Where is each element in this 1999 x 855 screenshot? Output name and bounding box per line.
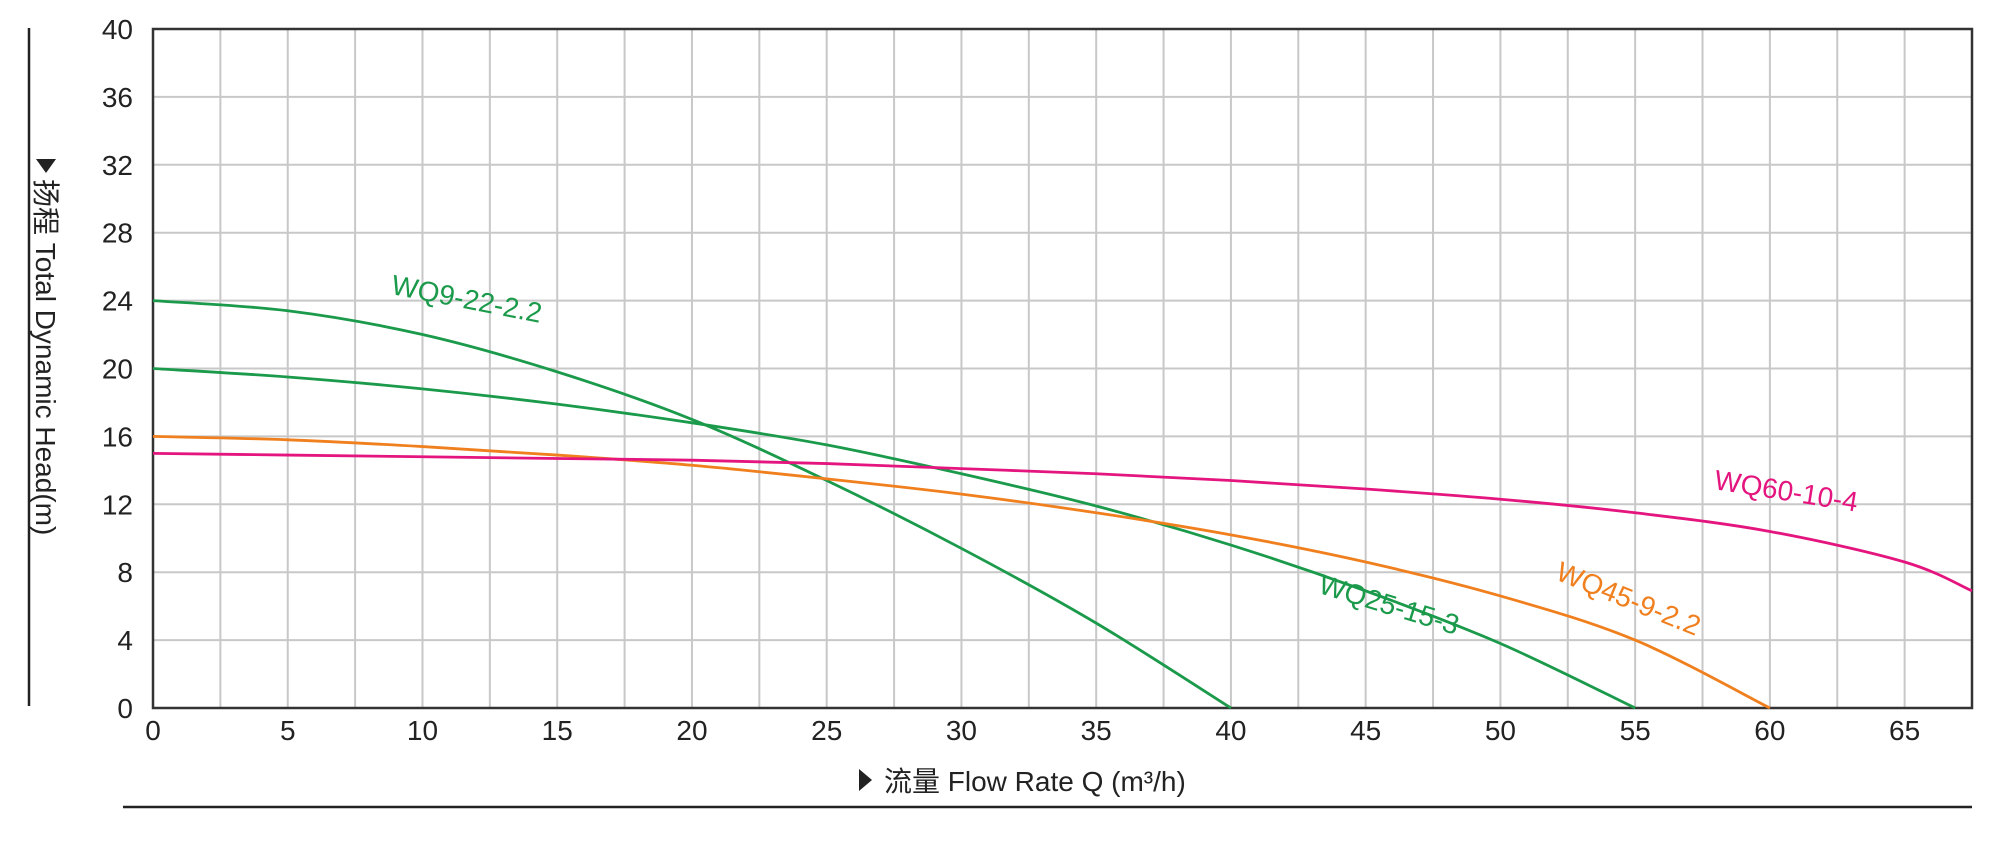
- x-axis-label: 流量 Flow Rate Q (m³/h): [884, 766, 1186, 797]
- y-tick-label: 32: [102, 150, 133, 181]
- y-tick-label: 28: [102, 218, 133, 249]
- x-tick-label: 60: [1754, 715, 1785, 746]
- tick-labels: 0 5 10 15 20 25 30 35 40 45 50 55 60 65 0 4 8 12 16 20 24 28 3…: [102, 14, 1920, 746]
- y-tick-label: 8: [117, 557, 133, 588]
- x-tick-label: 10: [407, 715, 438, 746]
- y-tick-label: 4: [117, 625, 133, 656]
- triangle-marker-icon: [36, 159, 56, 173]
- y-tick-label: 16: [102, 421, 133, 452]
- series-line-wq60-10-4: [152, 451, 1973, 593]
- x-tick-label: 50: [1485, 715, 1516, 746]
- x-axis-title: 流量 Flow Rate Q (m³/h): [859, 766, 1186, 797]
- x-tick-label: 35: [1081, 715, 1112, 746]
- y-tick-label: 24: [102, 286, 133, 317]
- x-tick-label: 5: [280, 715, 296, 746]
- x-tick-label: 45: [1350, 715, 1381, 746]
- x-tick-label: 15: [542, 715, 573, 746]
- x-tick-label: 30: [946, 715, 977, 746]
- y-tick-label: 0: [117, 693, 133, 724]
- series-line-wq25-15-3: [152, 367, 1636, 710]
- y-axis-label: 扬程 Total Dynamic Head(m): [30, 179, 61, 535]
- triangle-marker-icon: [859, 769, 872, 791]
- x-tick-label: 40: [1215, 715, 1246, 746]
- x-tick-label: 0: [145, 715, 161, 746]
- y-tick-label: 40: [102, 14, 133, 45]
- series-lines: [152, 299, 1973, 710]
- y-tick-label: 36: [102, 82, 133, 113]
- series-label: WQ45-9-2.2: [1552, 556, 1705, 642]
- y-tick-label: 12: [102, 489, 133, 520]
- x-tick-label: 65: [1889, 715, 1920, 746]
- grid: [151, 27, 1974, 710]
- series-label: WQ9-22-2.2: [389, 269, 545, 329]
- series-line-wq45-9-2.2: [152, 435, 1771, 710]
- y-axis-title: 扬程 Total Dynamic Head(m): [30, 159, 61, 535]
- x-tick-label: 20: [676, 715, 707, 746]
- y-tick-label: 20: [102, 354, 133, 385]
- x-tick-label: 25: [811, 715, 842, 746]
- x-tick-label: 55: [1620, 715, 1651, 746]
